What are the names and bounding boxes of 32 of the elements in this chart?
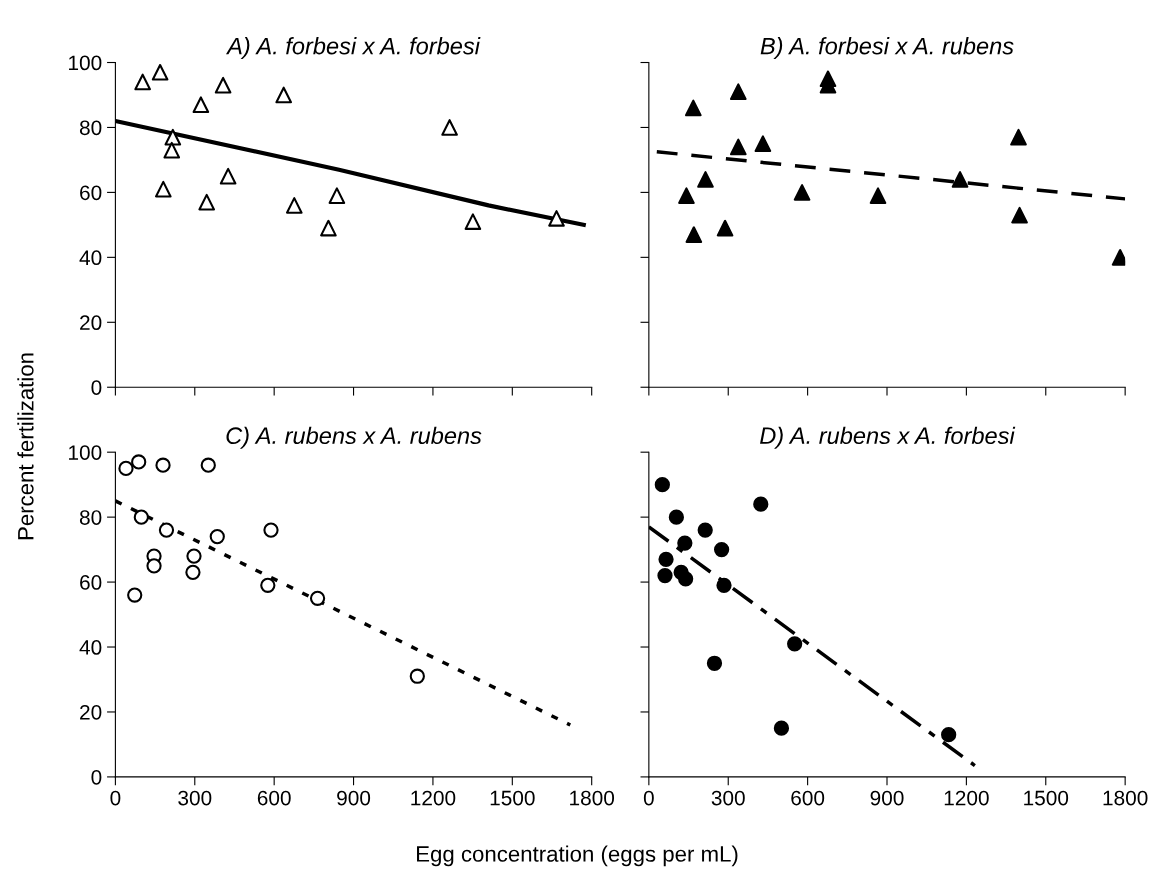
y-tick-label: 40 <box>79 640 102 655</box>
x-tick-label: 1200 <box>411 790 456 806</box>
x-tick-label: 600 <box>257 790 291 806</box>
y-tick-label: 80 <box>79 510 102 525</box>
y-tick-label: 60 <box>80 185 102 201</box>
x-tick-label: 0 <box>110 790 121 806</box>
y-tick-label: 100 <box>69 445 102 460</box>
x-tick-label: 600 <box>791 790 825 806</box>
x-tick-label: 1800 <box>1103 790 1148 806</box>
y-tick-label: 60 <box>80 575 102 590</box>
x-tick-label: 900 <box>870 790 904 806</box>
x-tick-label: 300 <box>178 790 212 806</box>
x-tick-label: 0 <box>643 790 654 806</box>
y-tick-label: 0 <box>91 380 102 395</box>
y-tick-label: 20 <box>80 315 102 331</box>
y-tick-label: 100 <box>69 55 102 71</box>
x-tick-label: 900 <box>337 790 371 806</box>
y-axis-title: Percent fertilization <box>17 353 34 540</box>
x-tick-label: 1500 <box>490 790 535 806</box>
y-tick-label: 0 <box>91 769 102 785</box>
chart-title: A) A. forbesi x A. forbesi <box>225 37 481 60</box>
y-tick-label: 80 <box>79 120 102 136</box>
x-tick-label: 1800 <box>570 790 615 806</box>
x-axis-title: Egg concentration (eggs per mL) <box>417 845 738 867</box>
chart-title: D) A. rubens x A. forbesi <box>760 426 1016 449</box>
y-tick-label: 40 <box>79 250 102 266</box>
x-tick-label: 300 <box>711 790 745 806</box>
y-tick-label: 20 <box>80 704 102 720</box>
chart-title: C) A. rubens x A. rubens <box>226 426 482 449</box>
x-tick-label: 1500 <box>1024 790 1069 806</box>
chart-title: B) A. forbesi x A. rubens <box>760 37 1014 60</box>
x-tick-label: 1200 <box>944 790 989 806</box>
